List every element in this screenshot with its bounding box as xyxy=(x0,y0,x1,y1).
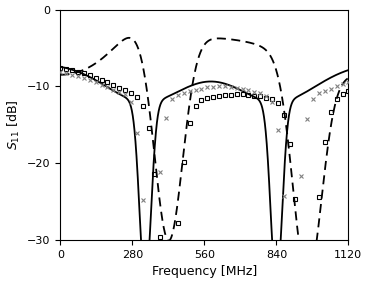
X-axis label: Frequency [MHz]: Frequency [MHz] xyxy=(152,266,257,278)
Y-axis label: $S_{11}$ [dB]: $S_{11}$ [dB] xyxy=(6,100,22,150)
